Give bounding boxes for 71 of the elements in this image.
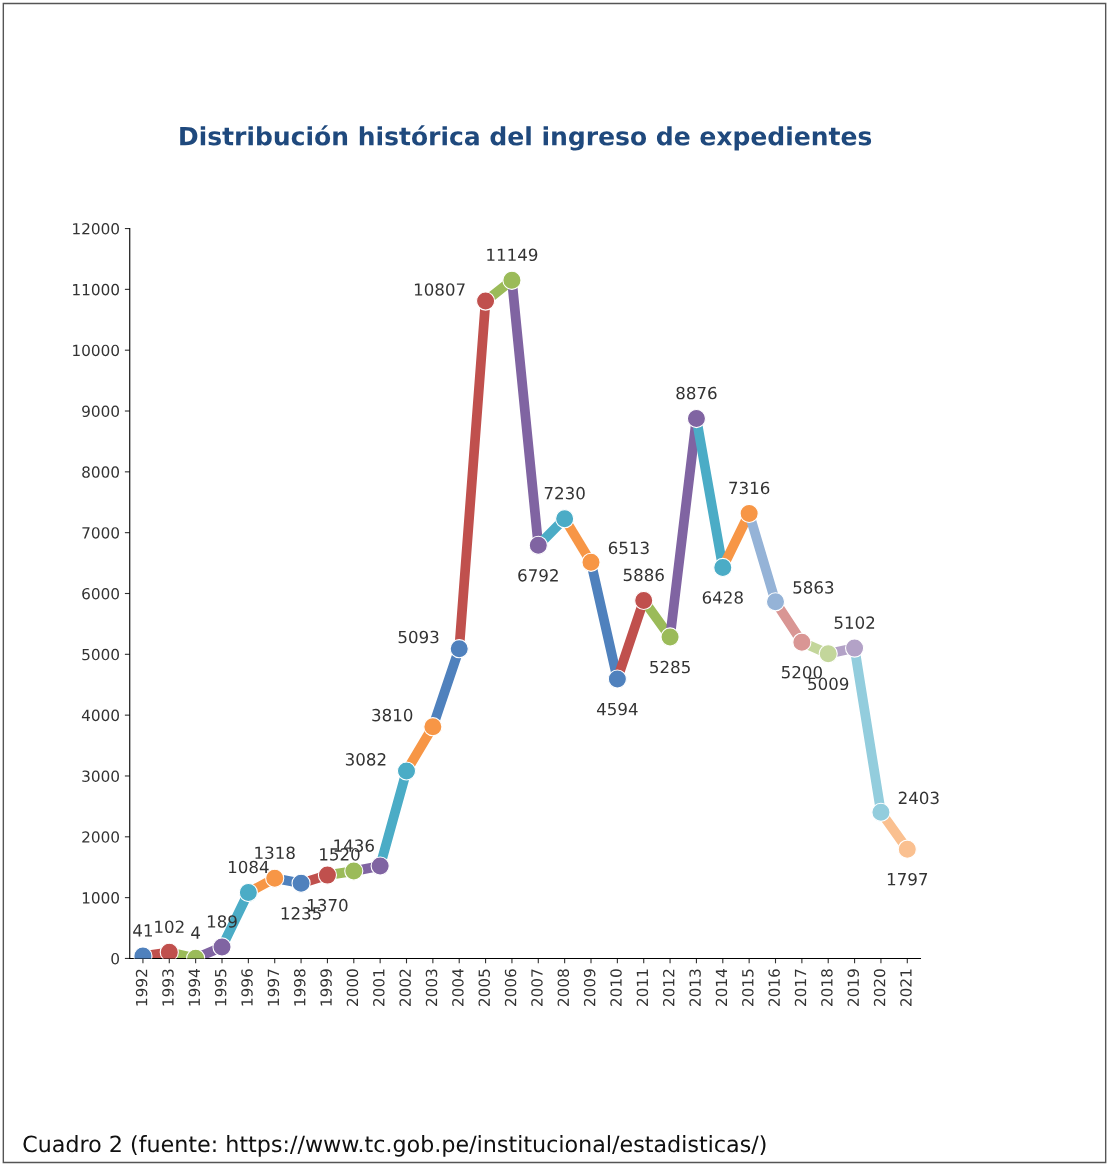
data-label: 6428 (702, 591, 743, 604)
x-tick-label: 2003 (425, 969, 438, 1006)
x-tick-label: 1993 (162, 969, 174, 1006)
y-tick-label: 0 (111, 952, 120, 965)
y-tick-label: 10000 (73, 344, 120, 357)
x-tick-label: 2021 (900, 969, 912, 1006)
data-label: 5102 (834, 616, 875, 629)
x-tick-label: 2000 (346, 969, 359, 1006)
x-tick-label: 2001 (373, 969, 385, 1006)
data-label: 5886 (623, 568, 664, 582)
data-label: 6792 (518, 569, 558, 582)
x-tick-label: 2008 (557, 969, 570, 1006)
data-label: 102 (155, 920, 184, 934)
data-label: 2403 (898, 791, 939, 805)
x-tick-label: 2006 (504, 969, 517, 1006)
y-tick-label: 12000 (73, 223, 120, 235)
x-tick-label: 2020 (873, 969, 886, 1006)
x-tick-label: 2012 (662, 969, 675, 1006)
x-tick-label: 2016 (768, 969, 780, 1006)
data-label: 5285 (650, 660, 690, 674)
data-label: 1318 (255, 846, 295, 860)
data-label: 5009 (808, 677, 849, 691)
x-tick-label: 2011 (636, 969, 649, 1006)
text: Cuadro 2 (fuente: https://www.tc.gob.pe/institucional/estadisticas/) (23, 1135, 766, 1157)
y-tick-label: 4000 (81, 709, 120, 722)
x-tick-label: 1994 (188, 969, 201, 1006)
data-label: 5200 (781, 665, 822, 679)
y-tick-label: 11000 (73, 283, 120, 296)
data-label: 3810 (372, 708, 413, 722)
data-label: 1797 (887, 872, 928, 886)
x-tick-label: 2002 (399, 969, 411, 1006)
data-label: 7316 (729, 481, 770, 495)
y-tick-label: 7000 (82, 527, 120, 539)
x-tick-label: 1997 (267, 969, 280, 1006)
x-tick-label: 1992 (135, 969, 148, 1006)
x-tick-label: 1999 (320, 969, 332, 1006)
data-label: 4 (191, 926, 201, 939)
x-tick-label: 2007 (531, 969, 543, 1006)
x-tick-label: 2019 (847, 969, 860, 1006)
data-label: 6513 (608, 541, 649, 555)
y-tick-label: 1000 (82, 892, 120, 904)
data-label: 5863 (793, 581, 834, 594)
data-label: 3082 (345, 753, 386, 766)
data-label: 4594 (596, 702, 638, 716)
x-tick-label: 2005 (478, 969, 491, 1006)
x-tick-label: 2015 (742, 969, 754, 1006)
y-tick-label: 3000 (82, 770, 120, 782)
y-tick-label: 8000 (82, 466, 120, 478)
x-tick-label: 2014 (715, 969, 728, 1006)
data-label: 7230 (544, 486, 585, 500)
x-tick-label: 2013 (689, 969, 701, 1006)
chart-title: Distribución histórica del ingreso de expedientes (180, 125, 872, 151)
point (159, 942, 179, 959)
data-label: 5093 (398, 630, 439, 644)
x-tick-label: 1996 (241, 969, 253, 1006)
x-tick-label: 2018 (821, 969, 833, 1006)
y-tick-label: 2000 (82, 831, 120, 843)
data-label: 1084 (228, 860, 269, 874)
x-tick-label: 2009 (583, 969, 596, 1006)
x-tick-label: 1998 (293, 969, 306, 1006)
y-tick-label: 9000 (82, 405, 120, 418)
data-label: 11149 (487, 248, 538, 262)
x-tick-label: 2010 (610, 969, 622, 1006)
data-label: 41 (133, 924, 152, 937)
x-tick-label: 1995 (214, 969, 227, 1006)
y-tick-label: 6000 (82, 587, 120, 600)
data-label: 10807 (414, 283, 465, 296)
x-tick-label: 2017 (794, 969, 807, 1006)
y-tick-label: 5000 (82, 648, 120, 661)
x-tick-label: 2004 (452, 969, 464, 1006)
data-label: 8876 (676, 386, 717, 400)
